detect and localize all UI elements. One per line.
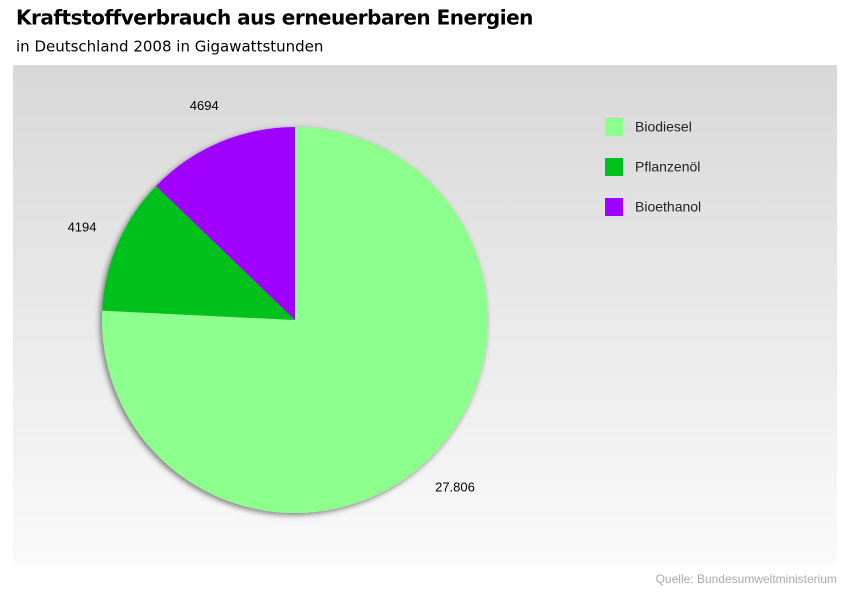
- legend-swatch: [605, 158, 623, 176]
- legend-label: Pflanzenöl: [635, 159, 700, 175]
- data-label: 27.806: [435, 479, 475, 494]
- pie: [102, 127, 488, 513]
- chart-title: Kraftstoffverbrauch aus erneuerbaren Ene…: [16, 6, 533, 30]
- pie-slice: [102, 186, 295, 320]
- data-label: 4694: [190, 98, 219, 113]
- pie-slice: [156, 127, 295, 320]
- source: Quelle: Bundesumweltministerium: [656, 572, 837, 586]
- legend-swatch: [605, 118, 623, 136]
- legend-label: Biodiesel: [635, 119, 692, 135]
- chart-subtitle: in Deutschland 2008 in Gigawattstunden: [16, 38, 323, 56]
- legend-swatch: [605, 198, 623, 216]
- data-label: 4194: [68, 219, 97, 234]
- legend-label: Bioethanol: [635, 199, 701, 215]
